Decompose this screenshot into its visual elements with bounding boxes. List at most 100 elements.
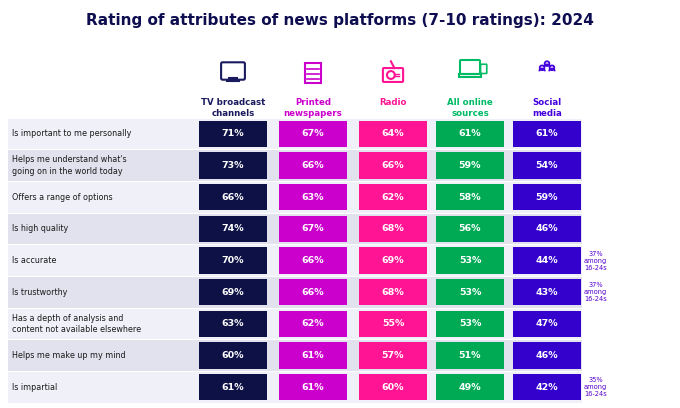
Text: 66%: 66% <box>302 256 324 265</box>
FancyBboxPatch shape <box>8 245 582 276</box>
FancyBboxPatch shape <box>279 247 347 274</box>
Text: TV broadcast
channels: TV broadcast channels <box>201 98 265 118</box>
Text: 68%: 68% <box>381 288 405 297</box>
FancyBboxPatch shape <box>8 150 582 181</box>
Text: 71%: 71% <box>222 129 244 138</box>
FancyBboxPatch shape <box>359 342 427 369</box>
Text: 58%: 58% <box>459 193 481 202</box>
Text: 73%: 73% <box>222 161 244 170</box>
Text: Is accurate: Is accurate <box>12 256 56 265</box>
Text: 46%: 46% <box>536 351 558 360</box>
Text: Is high quality: Is high quality <box>12 224 68 233</box>
Text: Helps me understand what's
going on in the world today: Helps me understand what's going on in t… <box>12 155 126 175</box>
Text: Printed
newspapers: Printed newspapers <box>284 98 342 118</box>
FancyBboxPatch shape <box>359 120 427 147</box>
Text: 74%: 74% <box>222 224 244 233</box>
Text: 53%: 53% <box>459 319 481 328</box>
FancyBboxPatch shape <box>513 152 581 179</box>
FancyBboxPatch shape <box>199 247 267 274</box>
Text: 66%: 66% <box>302 288 324 297</box>
FancyBboxPatch shape <box>436 247 504 274</box>
FancyBboxPatch shape <box>279 215 347 242</box>
FancyBboxPatch shape <box>436 279 504 306</box>
FancyBboxPatch shape <box>8 182 582 213</box>
Text: 47%: 47% <box>536 319 558 328</box>
Text: 61%: 61% <box>302 383 324 392</box>
FancyBboxPatch shape <box>436 374 504 401</box>
Text: 60%: 60% <box>222 351 244 360</box>
Text: 51%: 51% <box>459 351 481 360</box>
Text: Rating of attributes of news platforms (7-10 ratings): 2024: Rating of attributes of news platforms (… <box>86 13 594 28</box>
Text: 54%: 54% <box>536 161 558 170</box>
Text: 63%: 63% <box>302 193 324 202</box>
FancyBboxPatch shape <box>199 120 267 147</box>
FancyBboxPatch shape <box>513 342 581 369</box>
Text: Radio: Radio <box>379 98 407 107</box>
Text: 61%: 61% <box>222 383 244 392</box>
FancyBboxPatch shape <box>359 184 427 211</box>
FancyBboxPatch shape <box>199 215 267 242</box>
FancyBboxPatch shape <box>279 152 347 179</box>
Text: 67%: 67% <box>302 224 324 233</box>
FancyBboxPatch shape <box>199 184 267 211</box>
Text: Helps me make up my mind: Helps me make up my mind <box>12 351 126 360</box>
FancyBboxPatch shape <box>359 247 427 274</box>
FancyBboxPatch shape <box>513 120 581 147</box>
FancyBboxPatch shape <box>436 342 504 369</box>
FancyBboxPatch shape <box>279 342 347 369</box>
Text: 37%
among
16-24s: 37% among 16-24s <box>584 251 607 271</box>
Text: 68%: 68% <box>381 224 405 233</box>
Text: 66%: 66% <box>302 161 324 170</box>
Text: 53%: 53% <box>459 256 481 265</box>
FancyBboxPatch shape <box>436 215 504 242</box>
FancyBboxPatch shape <box>279 374 347 401</box>
Text: 64%: 64% <box>381 129 405 138</box>
Text: 42%: 42% <box>536 383 558 392</box>
FancyBboxPatch shape <box>436 184 504 211</box>
FancyBboxPatch shape <box>513 184 581 211</box>
FancyBboxPatch shape <box>279 310 347 337</box>
FancyBboxPatch shape <box>199 279 267 306</box>
Text: 69%: 69% <box>222 288 244 297</box>
Text: 55%: 55% <box>381 319 404 328</box>
Text: 61%: 61% <box>302 351 324 360</box>
Text: 37%
among
16-24s: 37% among 16-24s <box>584 282 607 302</box>
FancyBboxPatch shape <box>279 184 347 211</box>
Text: 60%: 60% <box>381 383 404 392</box>
FancyBboxPatch shape <box>436 152 504 179</box>
Text: 66%: 66% <box>222 193 244 202</box>
FancyBboxPatch shape <box>513 310 581 337</box>
FancyBboxPatch shape <box>359 152 427 179</box>
Text: 62%: 62% <box>381 193 405 202</box>
Text: Is important to me personally: Is important to me personally <box>12 129 131 138</box>
Text: 63%: 63% <box>222 319 244 328</box>
Text: 57%: 57% <box>381 351 404 360</box>
FancyBboxPatch shape <box>199 374 267 401</box>
FancyBboxPatch shape <box>359 215 427 242</box>
FancyBboxPatch shape <box>279 279 347 306</box>
FancyBboxPatch shape <box>8 277 582 308</box>
Text: Offers a range of options: Offers a range of options <box>12 193 113 202</box>
Text: 53%: 53% <box>459 288 481 297</box>
FancyBboxPatch shape <box>8 213 582 244</box>
FancyBboxPatch shape <box>436 120 504 147</box>
Text: 59%: 59% <box>459 161 481 170</box>
Text: 67%: 67% <box>302 129 324 138</box>
Text: 44%: 44% <box>536 256 558 265</box>
Text: Social
media: Social media <box>532 98 562 118</box>
FancyBboxPatch shape <box>199 342 267 369</box>
Text: 69%: 69% <box>381 256 405 265</box>
Text: 61%: 61% <box>459 129 481 138</box>
Text: 70%: 70% <box>222 256 244 265</box>
FancyBboxPatch shape <box>8 118 582 149</box>
FancyBboxPatch shape <box>359 279 427 306</box>
FancyBboxPatch shape <box>513 247 581 274</box>
FancyBboxPatch shape <box>359 310 427 337</box>
FancyBboxPatch shape <box>8 372 582 403</box>
FancyBboxPatch shape <box>8 340 582 371</box>
Text: 61%: 61% <box>536 129 558 138</box>
Text: 46%: 46% <box>536 224 558 233</box>
Text: 56%: 56% <box>459 224 481 233</box>
Text: 35%
among
16-24s: 35% among 16-24s <box>584 377 607 397</box>
FancyBboxPatch shape <box>513 279 581 306</box>
